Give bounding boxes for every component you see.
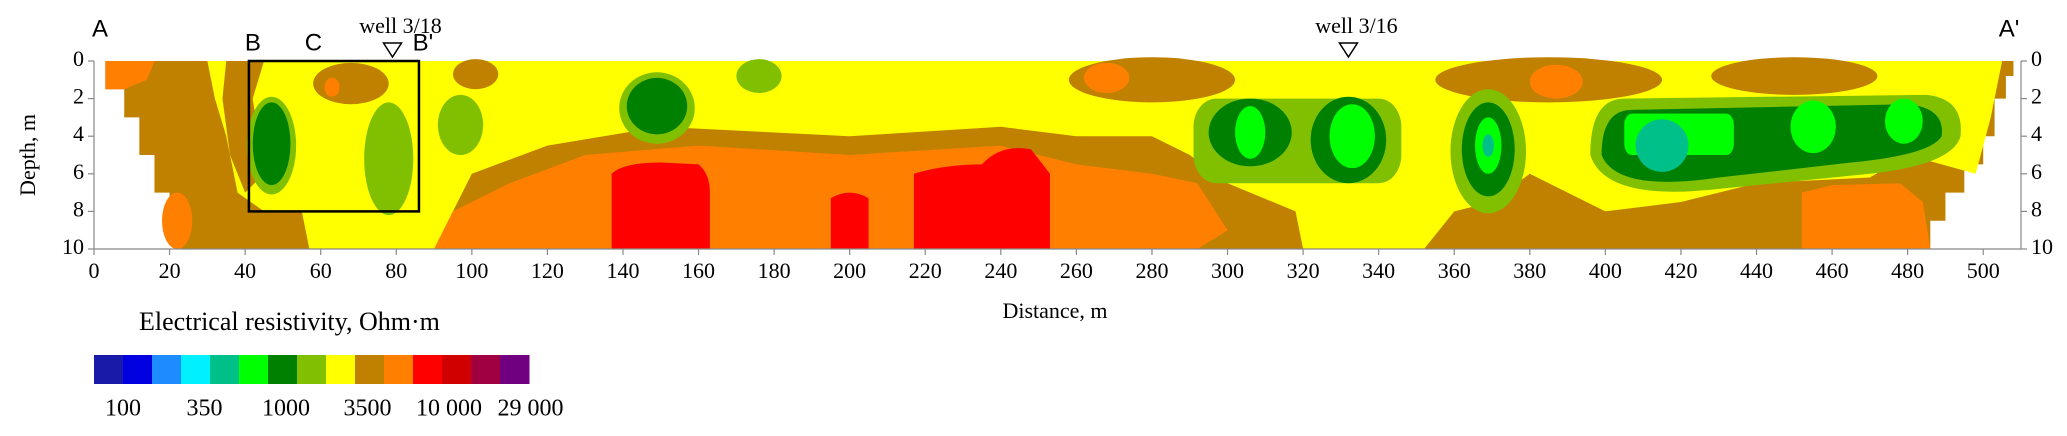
x-tick-label: 300 [1211,258,1244,283]
zone [1635,119,1689,172]
colorbar-swatch [181,355,211,384]
x-tick-label: 280 [1135,258,1168,283]
colorbar-tick-label: 1000 [262,396,310,422]
x-tick-label: 260 [1060,258,1093,283]
x-tick-label: 160 [682,258,715,283]
zone [1790,100,1836,154]
colorbar-swatch [355,355,385,384]
x-tick-label: 380 [1513,258,1546,283]
zone [1884,98,1923,144]
x-tick-label: 360 [1438,258,1471,283]
x-tick-label: 500 [1967,258,2000,283]
y-tick-label: 6 [2031,159,2042,184]
point-label: B' [413,29,434,56]
zone [1711,57,1878,95]
profile-end-label: A [92,15,108,42]
colorbar-tick-label: 350 [187,396,223,422]
well-label: well 3/18 [359,13,442,38]
x-tick-label: 100 [455,258,488,283]
x-axis-label: Distance, m [1002,298,1107,323]
zone [313,62,389,105]
well-marker [382,42,403,59]
colorbar-swatch [500,355,530,384]
colorbar-swatch [94,355,124,384]
x-tick-label: 420 [1664,258,1697,283]
zone [364,102,414,216]
well-label: well 3/16 [1315,13,1398,38]
zone [626,77,688,135]
y-tick-label: 6 [73,159,84,184]
y-axis-label: Depth, m [15,114,40,196]
profile-end-label: A' [1999,15,2020,42]
x-tick-label: 200 [833,258,866,283]
zone [1529,64,1583,99]
colorbar-swatch [326,355,356,384]
y-tick-label: 2 [73,84,84,109]
zone [830,192,869,249]
y-tick-label: 8 [2031,196,2042,221]
colorbar-swatch [471,355,501,384]
colorbar-swatch [152,355,182,384]
zone [252,102,291,186]
x-tick-label: 340 [1362,258,1395,283]
colorbar-swatch [384,355,414,384]
colorbar-tick-label: 100 [105,396,141,422]
x-tick-label: 20 [159,258,181,283]
zone [913,148,1050,249]
colorbar-swatch [442,355,472,384]
x-tick-label: 220 [909,258,942,283]
x-tick-label: 400 [1589,258,1622,283]
y-tick-label: 8 [73,196,84,221]
x-tick-label: 140 [606,258,639,283]
point-label: B [245,29,261,56]
resistivity-section [105,57,2014,249]
zone [1801,183,1931,249]
x-tick-label: 80 [385,258,407,283]
x-tick-label: 440 [1740,258,1773,283]
zone [1329,104,1375,169]
y-tick-label: 2 [2031,84,2042,109]
x-tick-label: 40 [234,258,256,283]
x-tick-label: 120 [531,258,564,283]
highlight-box [247,59,421,213]
colorbar-swatch [123,355,153,384]
colorbar-tick-label: 29 000 [498,396,564,422]
y-tick-label: 10 [62,234,84,259]
colorbar-swatch [210,355,240,384]
colorbar-swatch [297,355,327,384]
zone [105,61,155,90]
x-tick-label: 0 [89,258,100,283]
zone [1235,106,1266,159]
colorbar-swatch [239,355,269,384]
colorbar-title: Electrical resistivity, Ohm·m [139,307,440,336]
zone [324,77,340,97]
x-tick-label: 180 [758,258,791,283]
colorbar-swatch [413,355,443,384]
zone [162,192,193,249]
colorbar-tick-label: 3500 [344,396,392,422]
zone [1482,134,1494,157]
x-tick-label: 480 [1891,258,1924,283]
x-tick-label: 60 [310,258,332,283]
colorbar-tick-label: 10 000 [416,396,482,422]
y-tick-label: 0 [73,46,84,71]
x-tick-label: 240 [984,258,1017,283]
well-marker [1338,42,1359,59]
zone [437,94,484,155]
zone [1083,62,1130,93]
x-tick-label: 320 [1287,258,1320,283]
y-tick-label: 4 [73,121,84,146]
y-tick-label: 10 [2031,234,2053,259]
colorbar-swatch [268,355,298,384]
zone [611,162,710,249]
y-tick-label: 0 [2031,46,2042,71]
zone [736,59,782,93]
y-tick-label: 4 [2031,121,2042,146]
point-label: C [305,29,322,56]
x-tick-label: 460 [1816,258,1849,283]
zone [452,59,499,90]
